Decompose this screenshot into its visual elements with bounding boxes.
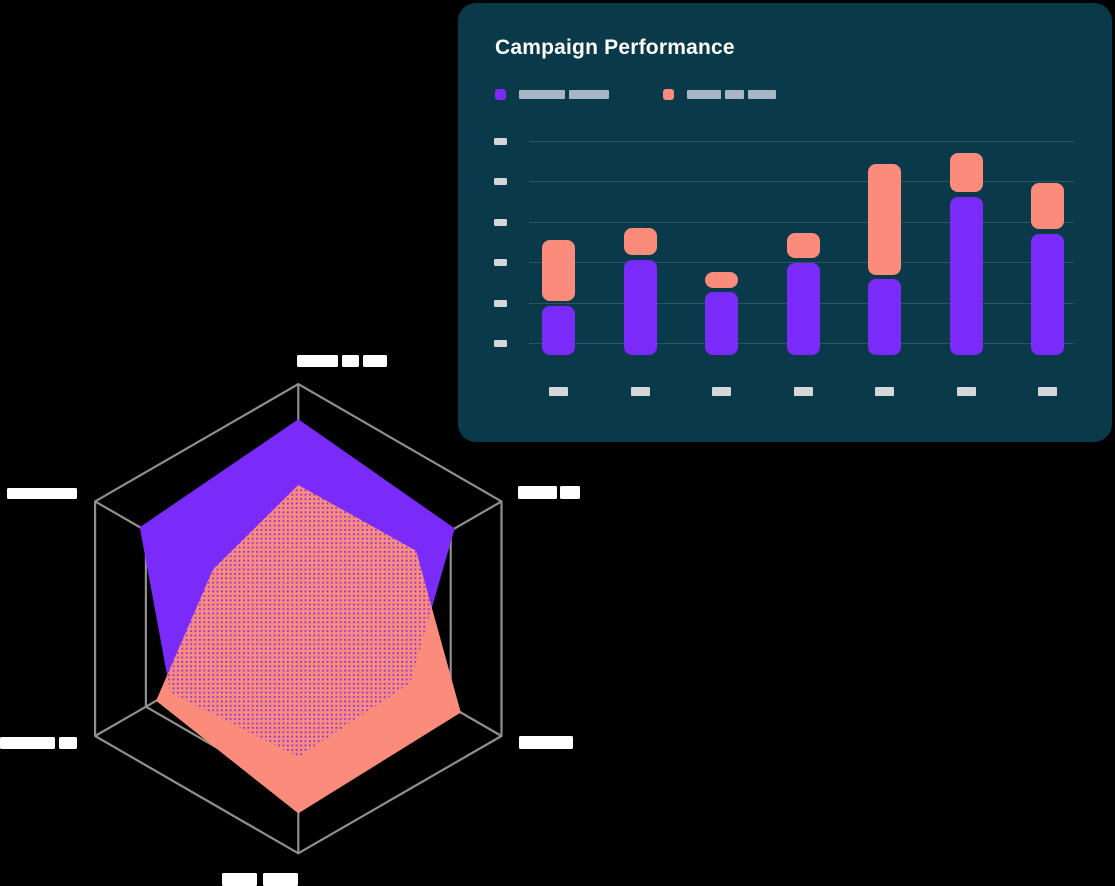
legend-label-placeholder [569,90,609,99]
legend-label-placeholder [687,90,721,99]
bar-chart-plot [458,3,1112,442]
bar-segment-series1 [867,279,901,355]
gridline [529,181,1074,182]
radar-axis-label-placeholder-bottom [263,873,298,886]
y-axis-label-placeholder [494,340,507,347]
x-axis-label-placeholder [956,387,976,396]
radar-axis-label-placeholder-lower_left [59,737,77,749]
x-axis-label-placeholder [874,387,894,396]
x-axis-label-placeholder [630,387,650,396]
radar-axis-label-placeholder-upper_right [560,486,580,499]
radar-axis-label-placeholder-bottom [222,873,257,886]
legend-swatch-series-2 [663,89,674,100]
bar-segment-series2 [1030,183,1064,229]
radar-ring [93,383,503,855]
bar-segment-series1 [949,197,983,355]
card-title: Campaign Performance [495,36,735,59]
x-axis-label-placeholder [793,387,813,396]
radar-axis-label-placeholder-lower_right [519,736,573,749]
gridline [529,141,1074,142]
radar-axis-label-placeholder-top [363,355,387,367]
legend-swatch-series-1 [495,89,506,100]
bar-segment-series2 [867,163,901,275]
y-axis-label-placeholder [494,219,507,226]
legend-label-placeholder [519,90,565,99]
gridline [529,222,1074,223]
bar-segment-series1 [541,305,575,355]
bar-segment-series2 [949,153,983,193]
gridline [529,262,1074,263]
bar-segment-series2 [623,228,657,255]
bar-segment-series1 [623,259,657,355]
y-axis-label-placeholder [494,178,507,185]
bar-segment-series2 [704,271,738,288]
x-axis-label-placeholder [548,387,568,396]
legend-label-placeholder [725,90,744,99]
y-axis-label-placeholder [494,138,507,145]
radar-axis-label-placeholder-upper_left [7,488,77,499]
x-axis-label-placeholder [711,387,731,396]
y-axis-label-placeholder [494,300,507,307]
radar-axis-label-placeholder-top [297,355,338,367]
bar-segment-series1 [1030,233,1064,355]
bar-segment-series1 [704,292,738,355]
radar-axis-label-placeholder-lower_left [0,737,55,749]
legend-label-placeholder [748,90,776,99]
radar-axis-label-placeholder-top [342,355,359,367]
y-axis-label-placeholder [494,259,507,266]
x-axis-label-placeholder [1037,387,1057,396]
bar-segment-series2 [541,240,575,301]
bar-segment-series2 [786,232,820,258]
radar-axis-label-placeholder-upper_right [518,486,557,499]
campaign-performance-card: Campaign Performance [458,3,1112,442]
bar-segment-series1 [786,262,820,355]
chart-legend [458,89,1112,103]
